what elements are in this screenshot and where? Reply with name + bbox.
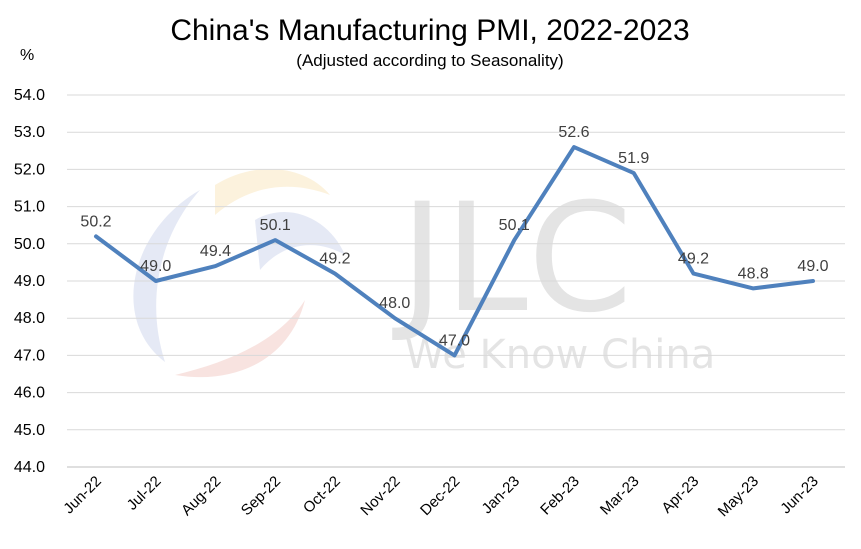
x-tick-label: Aug-22 [178,473,224,519]
y-tick-label: 45.0 [14,422,45,439]
x-tick-label: Jun-23 [777,473,821,517]
x-tick-label: Apr-23 [658,473,702,517]
series-line-pmi [94,145,815,358]
x-tick-label: Oct-22 [300,473,344,517]
watermark-logo: JLC We Know China [133,168,715,378]
x-tick-label: Sep-22 [238,473,284,519]
watermark-logo-text: JLC [392,172,633,346]
y-tick-label: 53.0 [14,124,45,141]
watermark-swoosh-blue-2 [255,212,345,270]
y-axis-ticks: 44.0 45.0 46.0 47.0 48.0 49.0 50.0 51.0 52.0 53.0… [14,87,45,476]
x-tick-label: Jul-22 [124,473,165,514]
data-label: 49.2 [678,251,709,268]
data-label: 49.2 [319,251,350,268]
x-tick-label: Nov-22 [357,473,403,519]
y-axis-unit: % [20,47,34,64]
x-axis-ticks: Jun-22 Jul-22 Aug-22 Sep-22 Oct-22 Nov-22 Dec-… [60,473,821,520]
y-tick-label: 48.0 [14,310,45,327]
x-tick-label: Jan-23 [479,473,523,517]
data-label: 50.1 [260,217,291,234]
data-label: 48.8 [738,265,769,282]
series-layer [94,145,815,358]
gridlines [67,94,845,468]
x-tick-label: May-23 [715,473,762,520]
data-label: 51.9 [618,150,649,167]
x-tick-label: Mar-23 [597,473,643,519]
data-label: 52.6 [558,124,589,141]
watermark-swoosh-yellow [215,168,330,215]
y-tick-label: 50.0 [14,236,45,253]
y-tick-label: 51.0 [14,199,45,216]
y-tick-label: 44.0 [14,459,45,476]
x-tick-label: Jun-22 [60,473,104,517]
data-label: 50.1 [499,217,530,234]
x-tick-label: Feb-23 [537,473,583,519]
data-label: 48.0 [379,295,410,312]
data-label: 49.0 [140,258,171,275]
y-tick-label: 46.0 [14,385,45,402]
watermark-swoosh-blue [133,190,200,362]
data-labels: 50.2 49.0 49.4 50.1 49.2 48.0 47.0 50.1 52.6 51.9… [80,124,828,349]
data-label: 49.4 [200,243,231,260]
watermark-swoosh-red [175,300,305,378]
chart-subtitle: (Adjusted according to Seasonality) [296,51,563,70]
y-tick-label: 49.0 [14,273,45,290]
chart-title: China's Manufacturing PMI, 2022-2023 [170,14,689,47]
data-label: 47.0 [439,332,470,349]
data-label: 49.0 [797,258,828,275]
y-tick-label: 52.0 [14,161,45,178]
data-label: 50.2 [80,213,111,230]
x-tick-label: Dec-22 [417,473,463,519]
y-tick-label: 54.0 [14,87,45,104]
y-tick-label: 47.0 [14,347,45,364]
